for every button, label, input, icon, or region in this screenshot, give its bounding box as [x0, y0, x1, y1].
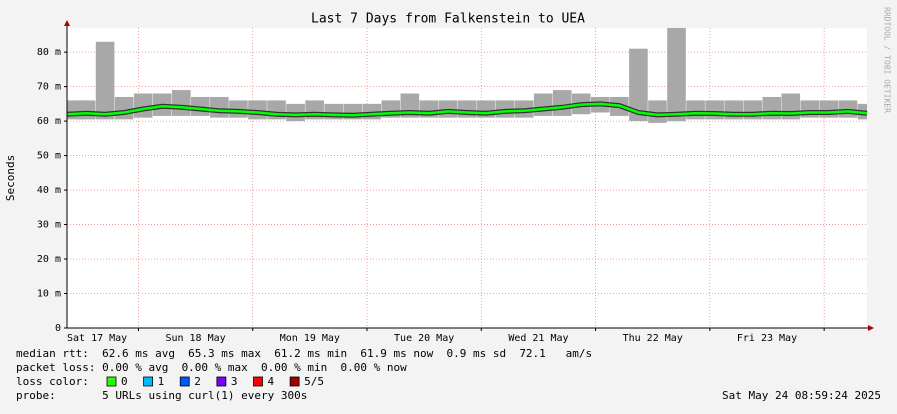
- date: Sat May 24 08:59:24 2025: [722, 389, 881, 402]
- smoke-band: [95, 41, 115, 120]
- plot-area: [67, 28, 867, 328]
- loss-color-swatch: [143, 376, 154, 387]
- y-tick-label: 0: [55, 323, 61, 334]
- y-tick-label: 30 m: [37, 220, 61, 231]
- x-tick-label: Wed 21 May: [508, 333, 568, 344]
- y-tick-label: 60 m: [37, 116, 61, 127]
- loss-color-label: 0: [121, 375, 128, 388]
- y-tick-label: 70 m: [37, 82, 61, 93]
- x-tick-label: Fri 23 May: [737, 333, 797, 344]
- y-tick-label: 10 m: [37, 289, 61, 300]
- loss-color-label: 4: [268, 375, 275, 388]
- y-tick-label: 20 m: [37, 254, 61, 265]
- loss-color-label: loss color:: [16, 375, 89, 388]
- smoke-band: [171, 90, 191, 116]
- x-tick-label: Sun 18 May: [165, 333, 225, 344]
- x-tick-label: Mon 19 May: [280, 333, 340, 344]
- loss-color-swatch: [216, 376, 227, 387]
- median-line: [66, 102, 868, 117]
- x-tick-label: Thu 22 May: [623, 333, 683, 344]
- chart-title: Last 7 Days from Falkenstein to UEA: [311, 12, 585, 27]
- y-axis-label: Seconds: [4, 155, 17, 201]
- x-tick-label: Sat 17 May: [67, 333, 127, 344]
- loss-color-label: 2: [194, 375, 201, 388]
- loss-color-swatch: [179, 376, 190, 387]
- loss-color-swatch: [106, 376, 117, 387]
- y-arrow: [64, 20, 70, 26]
- loss-stats: packet loss: 0.00 % avg 0.00 % max 0.00 …: [16, 361, 407, 374]
- y-tick-label: 40 m: [37, 185, 61, 196]
- smoke-band: [819, 100, 839, 118]
- smoke-band: [76, 100, 96, 120]
- loss-color-swatch: [253, 376, 263, 387]
- smoke-band: [629, 48, 648, 122]
- loss-color-label: 1: [158, 375, 165, 388]
- loss-color-label: 3: [231, 375, 238, 388]
- median-stats: median rtt: 62.6 ms avg 65.3 ms max 61.2…: [16, 347, 592, 360]
- smoke-band: [533, 93, 553, 116]
- smoke-band: [705, 100, 724, 120]
- x-tick-label: Tue 20 May: [394, 333, 454, 344]
- smoke-band: [552, 90, 572, 116]
- loss-color-label: 5/5: [304, 375, 324, 388]
- smoke-band: [114, 96, 134, 120]
- watermark: RRDTOOL / TOBI OETIKER: [883, 7, 892, 113]
- smoke-band: [667, 28, 686, 122]
- y-tick-label: 50 m: [37, 151, 61, 162]
- loss-color-swatch: [289, 376, 300, 387]
- x-arrow: [868, 325, 874, 331]
- smoke-band: [210, 96, 229, 118]
- smoke-band: [686, 100, 705, 120]
- probe-info: probe: 5 URLs using curl(1) every 300s: [16, 389, 307, 402]
- y-tick-label: 80 m: [37, 47, 61, 58]
